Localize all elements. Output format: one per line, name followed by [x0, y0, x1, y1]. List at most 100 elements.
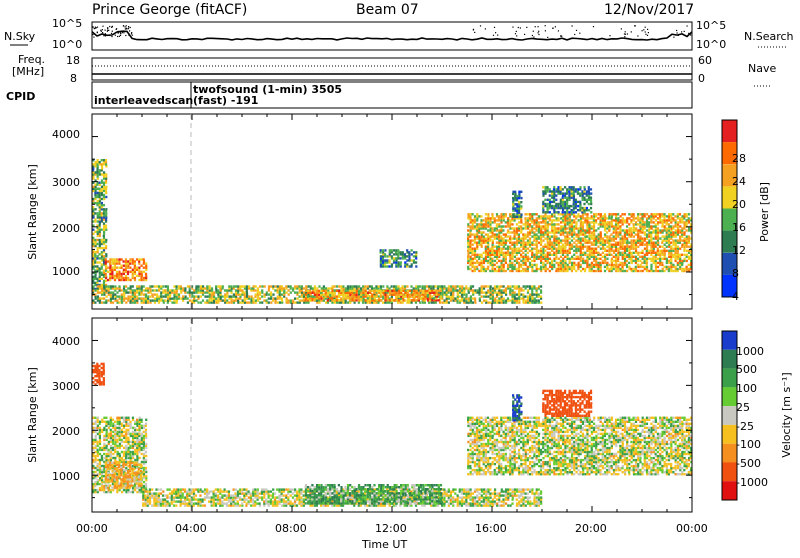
power-cell	[111, 273, 113, 275]
nsearch-point	[690, 34, 691, 35]
power-cell	[579, 186, 581, 188]
power-cell	[114, 275, 116, 277]
power-cell	[105, 285, 107, 287]
power-cell	[503, 213, 505, 215]
power-cell	[536, 291, 538, 293]
power-cell	[655, 223, 657, 225]
power-cell	[659, 213, 661, 215]
power-cell	[505, 291, 507, 293]
nsearch-point	[125, 26, 126, 27]
power-cell	[567, 264, 569, 266]
power-cell	[299, 291, 301, 293]
power-cell	[520, 250, 522, 252]
power-cell	[577, 246, 579, 248]
power-cell	[189, 299, 191, 301]
power-cell	[533, 254, 535, 256]
power-cell	[544, 264, 546, 266]
power-cell	[630, 260, 632, 262]
power-cell	[384, 259, 386, 261]
power-cell	[99, 163, 101, 165]
power-cell	[610, 254, 612, 256]
power-cell	[95, 251, 97, 253]
power-cell	[586, 239, 588, 241]
power-cell	[595, 219, 597, 221]
nsearch-point	[98, 35, 99, 36]
power-cell	[431, 295, 433, 297]
power-cell	[99, 267, 101, 269]
power-cell	[494, 246, 496, 248]
power-cell	[397, 249, 399, 251]
power-cell	[489, 270, 491, 272]
freq-label-2: [MHz]	[12, 65, 44, 78]
power-cell	[483, 231, 485, 233]
power-cell	[92, 177, 94, 179]
power-cell	[540, 266, 542, 268]
power-cell	[553, 223, 555, 225]
power-cell	[474, 266, 476, 268]
power-cell	[476, 242, 478, 244]
power-cell	[514, 207, 516, 209]
power-cell	[586, 190, 588, 192]
power-cell	[141, 291, 143, 293]
nsearch-point	[533, 37, 534, 38]
power-cell	[588, 221, 590, 223]
power-cell	[628, 227, 630, 229]
power-cell	[103, 163, 105, 165]
power-cell	[637, 258, 639, 260]
power-cell	[97, 291, 99, 293]
power-cell	[546, 205, 548, 207]
power-cell	[380, 292, 382, 294]
power-cell	[105, 265, 107, 267]
power-cell	[410, 285, 412, 287]
power-cell	[268, 297, 270, 299]
nsearch-point	[105, 33, 106, 34]
power-cell	[570, 188, 572, 190]
power-cell	[635, 239, 637, 241]
power-cell	[125, 277, 127, 279]
power-cell	[94, 184, 96, 186]
power-cell	[483, 235, 485, 237]
power-cell	[101, 163, 103, 165]
power-cell	[590, 203, 592, 205]
power-cell	[143, 258, 145, 260]
power-cell	[617, 242, 619, 244]
nsearch-point	[485, 28, 486, 29]
nsearch-point	[125, 35, 126, 36]
power-cell	[502, 237, 504, 239]
power-cell	[560, 221, 562, 223]
velocity-cell	[99, 487, 101, 489]
power-cell	[534, 248, 536, 250]
power-cell	[419, 285, 421, 287]
power-cell	[639, 270, 641, 272]
power-cell	[461, 291, 463, 293]
power-cell	[577, 190, 579, 192]
power-cell	[92, 216, 94, 218]
power-cell	[411, 259, 413, 261]
power-cell	[512, 197, 514, 199]
nsearch-point	[647, 35, 648, 36]
power-cell	[143, 271, 145, 273]
power-cell	[105, 277, 107, 279]
power-cell	[99, 245, 101, 247]
power-cell	[536, 213, 538, 215]
power-cell	[553, 242, 555, 244]
power-cell	[648, 239, 650, 241]
power-cell	[193, 289, 195, 291]
power-cell	[613, 225, 615, 227]
power-cell	[209, 285, 211, 287]
power-cell	[529, 229, 531, 231]
power-cell	[631, 233, 633, 235]
power-cell	[323, 290, 325, 292]
power-cell	[684, 213, 686, 215]
power-cell	[551, 215, 553, 217]
power-cell	[483, 219, 485, 221]
power-cell	[573, 242, 575, 244]
power-cell	[427, 290, 429, 292]
power-cell	[94, 163, 96, 165]
velocity-cell	[94, 455, 96, 457]
power-cell	[560, 203, 562, 205]
power-cell	[171, 297, 173, 299]
velocity-cell	[97, 479, 99, 481]
power-cell	[641, 213, 643, 215]
power-cell	[540, 225, 542, 227]
